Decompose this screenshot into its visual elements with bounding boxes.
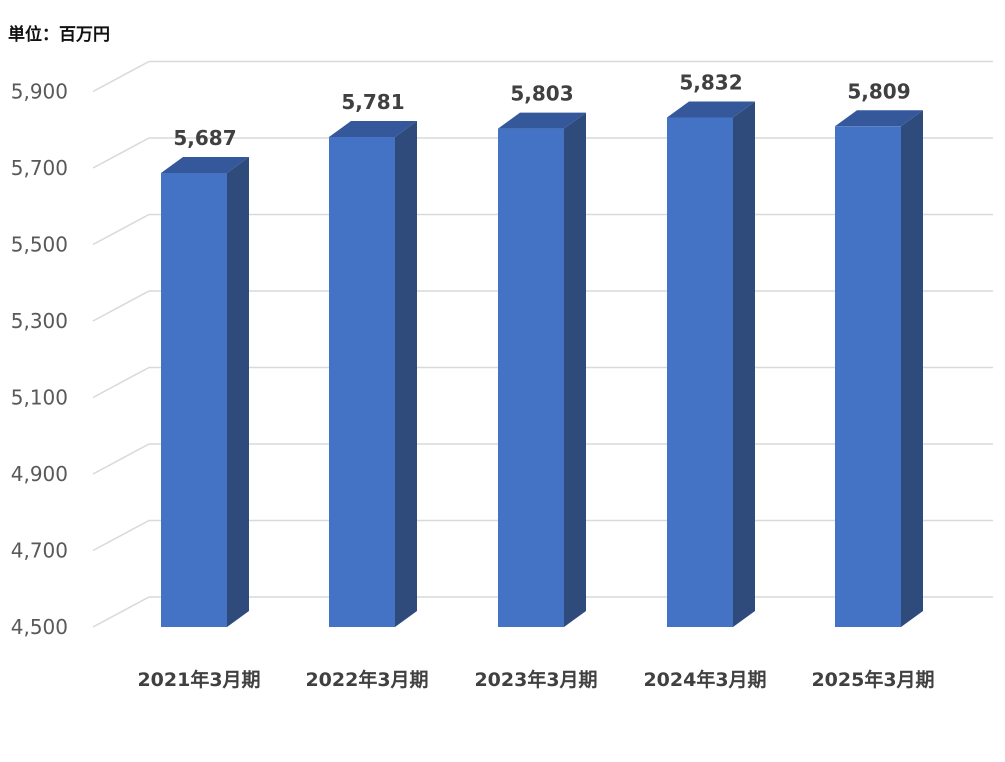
x-tick-label: 2024年3月期	[643, 668, 766, 691]
bar-side	[733, 101, 755, 627]
bar	[329, 137, 395, 627]
gridline-diagonal	[92, 596, 150, 628]
gridline-diagonal	[92, 290, 150, 322]
bar-side	[901, 110, 923, 628]
gridline-diagonal	[92, 213, 150, 246]
gridline-diagonal	[92, 366, 150, 399]
bar	[835, 126, 901, 628]
gridline-diagonal	[92, 519, 150, 552]
bar-side	[564, 112, 586, 628]
bar-top	[835, 110, 923, 127]
bar	[667, 117, 733, 627]
y-tick-label: 4,500	[11, 615, 68, 639]
y-tick-label: 5,300	[11, 309, 68, 333]
bar-top	[161, 156, 249, 173]
bar-side	[227, 156, 249, 627]
bar	[161, 172, 227, 627]
bar-top	[667, 101, 755, 118]
y-tick-label: 5,500	[11, 233, 68, 257]
bar-top	[498, 112, 586, 129]
data-label: 5,803	[510, 82, 573, 106]
gridline-diagonal	[92, 443, 150, 475]
gridline-diagonal	[92, 137, 150, 169]
x-tick-label: 2021年3月期	[137, 668, 260, 691]
data-label: 5,832	[679, 71, 742, 95]
bar	[498, 128, 564, 628]
y-tick-label: 4,700	[11, 539, 68, 563]
x-tick-label: 2022年3月期	[305, 668, 428, 691]
gridline-diagonal	[92, 60, 150, 93]
unit-label: 単位：百万円	[8, 25, 110, 45]
y-tick-label: 5,900	[11, 80, 68, 104]
y-tick-label: 4,900	[11, 462, 68, 486]
data-label: 5,781	[341, 90, 404, 114]
data-label: 5,809	[847, 79, 910, 103]
data-label: 5,687	[173, 126, 236, 150]
bar-side	[395, 121, 417, 627]
x-tick-label: 2025年3月期	[811, 668, 934, 691]
bar-top	[329, 121, 417, 138]
y-tick-label: 5,100	[11, 386, 68, 410]
y-tick-label: 5,700	[11, 156, 68, 180]
x-tick-label: 2023年3月期	[474, 668, 597, 691]
